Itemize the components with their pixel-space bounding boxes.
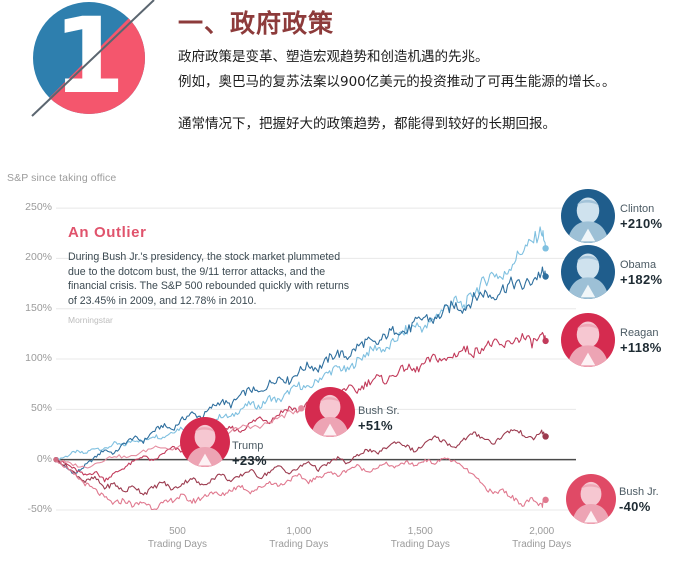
x-axis-tick-value: 1,000 xyxy=(286,526,312,537)
y-axis-tick: 250% xyxy=(25,201,52,214)
portrait-icon xyxy=(567,321,609,367)
portrait-hair xyxy=(581,484,601,490)
portrait-icon xyxy=(567,197,609,243)
x-axis-tick: 1,000 Trading Days xyxy=(244,525,354,551)
portrait-icon xyxy=(185,424,225,467)
legend-value: -40% xyxy=(619,499,651,514)
portrait-shirt xyxy=(580,228,596,242)
series-endpoint-reagan xyxy=(542,337,549,345)
series-line-obama xyxy=(55,266,547,474)
series-line-clinton xyxy=(55,226,547,462)
portrait-hair xyxy=(195,427,215,433)
legend-label-bush-jr: Bush Jr. -40% xyxy=(619,486,659,514)
portrait-icon xyxy=(571,481,611,524)
page-title: 一、政府政策 xyxy=(178,11,335,38)
y-axis-tick: 100% xyxy=(25,352,52,364)
portrait-icon xyxy=(310,394,350,437)
x-axis-tick-value: 2,000 xyxy=(529,526,555,537)
body-paragraph-1: 政府政策是变革、塑造宏观趋势和创造机遇的先兆。 xyxy=(178,49,489,65)
portrait-head xyxy=(194,424,216,450)
logo-diagonal-slash xyxy=(31,0,155,117)
portrait-head xyxy=(576,253,600,280)
series-endpoint-trump xyxy=(542,433,549,440)
legend-name: Obama xyxy=(620,259,657,271)
series-line-trump xyxy=(55,429,547,496)
y-axis-tick: -50% xyxy=(27,502,52,515)
legend-name: Bush Jr. xyxy=(619,486,659,498)
legend-name: Reagan xyxy=(620,327,659,339)
legend-value: +118% xyxy=(620,340,662,355)
body-paragraph-3: 通常情况下，把握好大的政策趋势，都能得到较好的长期回报。 xyxy=(178,116,556,132)
legend-label-clinton: Clinton +210% xyxy=(620,203,662,231)
portrait-hair xyxy=(577,323,599,331)
portrait-hair xyxy=(320,397,340,403)
x-axis-tick: 1,500 Trading Days xyxy=(365,525,475,551)
series-endpoint-bush-jr- xyxy=(542,496,549,504)
legend-avatar-reagan[interactable] xyxy=(561,313,615,367)
chart-container: S&P since taking office 250% 200% 150% 100%… xyxy=(0,168,684,562)
x-axis-tick-value: 500 xyxy=(169,526,186,537)
portrait-head xyxy=(576,321,600,348)
annotation-body: During Bush Jr.'s presidency, the stock … xyxy=(68,251,350,307)
legend-avatar-bush-jr[interactable] xyxy=(566,474,616,524)
y-axis-tick: 150% xyxy=(25,301,52,314)
series-endpoint-clinton xyxy=(542,245,549,252)
portrait-shirt xyxy=(580,352,596,366)
portrait-shirt xyxy=(580,284,596,298)
legend-label-obama: Obama +182% xyxy=(620,259,662,287)
slide-header: 1 一、政府政策 政府政策是变革、塑造宏观趋势和创造机遇的先兆。 例如，奥巴马的… xyxy=(0,0,684,168)
portrait-shirt xyxy=(323,423,337,436)
legend-avatar-clinton[interactable] xyxy=(561,189,615,243)
annotation-title: An Outlier xyxy=(68,224,147,241)
portrait-head xyxy=(576,197,600,224)
legend-avatar-trump[interactable] xyxy=(180,417,230,467)
y-axis-tick: 0% xyxy=(36,452,52,465)
portrait-head xyxy=(580,481,602,507)
series-line-bush-jr- xyxy=(55,457,546,511)
x-axis-tick-label: Trading Days xyxy=(390,539,450,550)
legend-name: Clinton xyxy=(620,203,655,215)
legend-name: Trump xyxy=(232,440,264,452)
series-endpoint-bush-sr- xyxy=(298,405,305,412)
legend-label-reagan: Reagan +118% xyxy=(620,327,662,355)
logo-number: 1 xyxy=(52,2,126,114)
chart-plot-area xyxy=(53,207,576,511)
body-paragraph-2: 例如，奥巴马的复苏法案以900亿美元的投资推动了可再生能源的增长。。 xyxy=(178,74,616,90)
logo-mark: 1 xyxy=(28,0,155,117)
portrait-head xyxy=(319,394,341,420)
legend-value: +23% xyxy=(232,453,267,468)
annotation-source: Morningstar xyxy=(68,315,113,326)
legend-value: +51% xyxy=(358,418,393,433)
series-startpoint xyxy=(53,457,59,463)
legend-avatar-obama[interactable] xyxy=(561,245,615,299)
legend-value: +182% xyxy=(620,272,663,287)
x-axis-tick-label: Trading Days xyxy=(269,539,329,550)
x-axis-tick-value: 1,500 xyxy=(407,526,433,537)
legend-name: Bush Sr. xyxy=(358,405,400,417)
legend-value: +210% xyxy=(620,216,663,231)
x-axis-tick-label: Trading Days xyxy=(147,539,207,550)
x-axis-tick: 500 Trading Days xyxy=(122,525,232,551)
x-axis-tick-label: Trading Days xyxy=(512,539,572,550)
y-axis-tick: 200% xyxy=(25,251,52,264)
annotation-block: An Outlier During Bush Jr.'s presidency,… xyxy=(68,224,358,325)
portrait-icon xyxy=(567,253,609,299)
legend-label-bush-sr: Bush Sr. +51% xyxy=(358,405,400,433)
series-endpoint-obama xyxy=(542,273,549,280)
x-axis-tick: 2,000 Trading Days xyxy=(487,525,597,551)
logo-circle: 1 xyxy=(33,2,145,114)
portrait-hair xyxy=(577,255,599,263)
portrait-shirt xyxy=(198,453,212,466)
chart-title: S&P since taking office xyxy=(7,172,117,184)
portrait-shirt xyxy=(584,510,598,523)
y-axis-tick: 50% xyxy=(30,402,52,415)
portrait-hair xyxy=(577,199,599,207)
legend-avatar-bush-sr[interactable] xyxy=(305,387,355,437)
series-line-bush-sr- xyxy=(55,407,302,469)
legend-label-trump: Trump +23% xyxy=(232,440,267,468)
